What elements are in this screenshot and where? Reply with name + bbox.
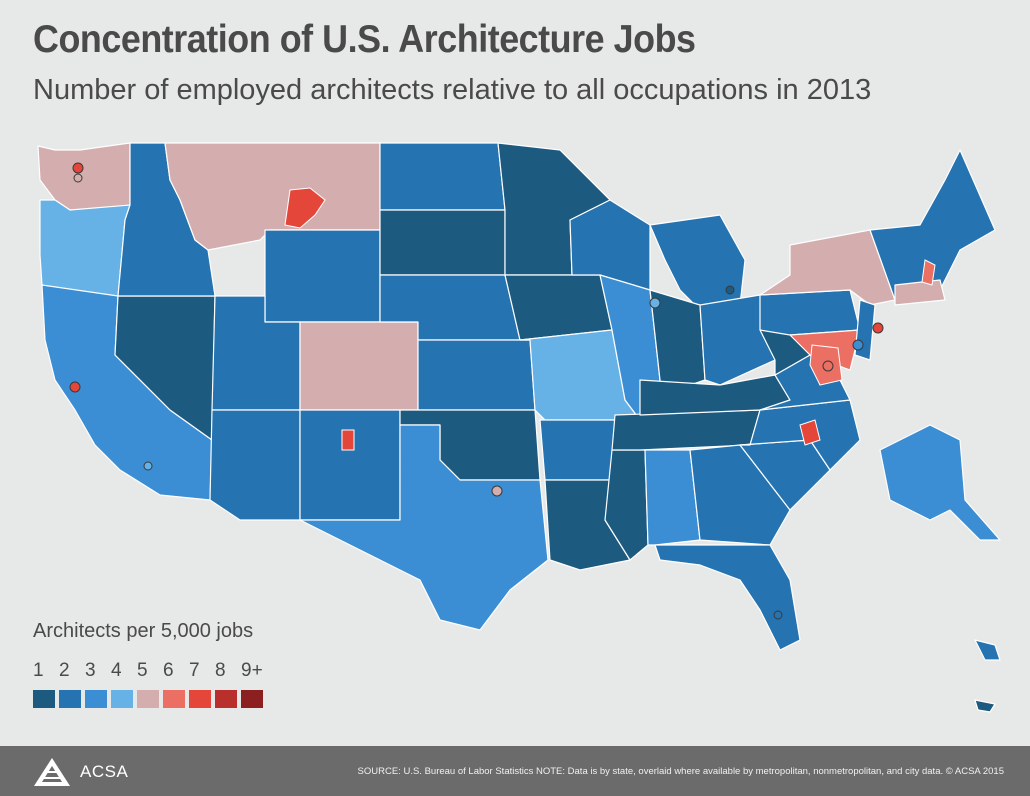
legend-label: 4 — [111, 660, 122, 681]
metro-santa-fe — [341, 429, 355, 451]
state-new-mexico — [299, 409, 401, 521]
legend-label: 9+ — [241, 660, 263, 681]
legend-label: 3 — [85, 660, 96, 681]
legend-swatch-5 — [137, 690, 159, 708]
state-colorado — [299, 321, 419, 411]
city-washington-dc — [822, 360, 834, 372]
page-subtitle: Number of employed architects relative t… — [33, 74, 872, 106]
legend-swatch-1 — [33, 690, 55, 708]
legend-swatch-8 — [215, 690, 237, 708]
state-alaska — [879, 424, 1001, 541]
city-tacoma — [73, 173, 83, 183]
legend-label: 2 — [59, 660, 70, 681]
footer: ACSA SOURCE: U.S. Bureau of Labor Statis… — [0, 746, 1030, 796]
state-pennsylvania — [759, 289, 861, 336]
state-south-dakota — [379, 209, 506, 276]
state-georgia — [689, 444, 791, 546]
state-hawaii — [974, 639, 1001, 661]
metro-raleigh — [799, 419, 821, 446]
legend-swatch-3 — [85, 690, 107, 708]
city-new-york — [872, 322, 884, 334]
state-oregon — [39, 199, 131, 297]
state-iowa — [504, 274, 613, 341]
state-massachusetts — [894, 279, 946, 306]
legend-label: 1 — [33, 660, 44, 681]
city-chicago — [649, 297, 661, 309]
state-hawaii-small — [974, 699, 996, 713]
city-los-angeles — [143, 461, 153, 471]
state-new-jersey — [854, 299, 876, 361]
city-detroit — [725, 285, 735, 295]
page-title: Concentration of U.S. Architecture Jobs — [33, 18, 696, 61]
legend-label: 8 — [215, 660, 226, 681]
legend-swatch-2 — [59, 690, 81, 708]
state-kansas — [417, 339, 536, 411]
legend-swatch-4 — [111, 690, 133, 708]
state-north-dakota — [379, 142, 506, 211]
city-seattle — [72, 162, 84, 174]
state-ohio — [699, 294, 776, 386]
city-san-francisco — [69, 381, 81, 393]
city-philadelphia — [852, 339, 864, 351]
state-alabama — [644, 449, 701, 546]
city-dallas — [491, 485, 503, 497]
brand-name: ACSA — [80, 762, 129, 781]
state-wyoming — [264, 229, 381, 323]
metro-boston — [921, 259, 936, 286]
legend-label: 6 — [163, 660, 174, 681]
state-tennessee — [611, 409, 761, 451]
legend-swatch-7 — [189, 690, 211, 708]
legend-label: 7 — [189, 660, 200, 681]
city-miami — [773, 610, 783, 620]
state-north-carolina — [739, 399, 861, 471]
state-texas — [299, 424, 549, 631]
state-arizona — [209, 409, 301, 521]
legend-title: Architects per 5,000 jobs — [33, 620, 254, 642]
acsa-logo-icon — [34, 758, 70, 786]
legend-swatch-9 — [241, 690, 263, 708]
state-florida — [654, 544, 801, 651]
source-note: SOURCE: U.S. Bureau of Labor Statistics … — [357, 766, 1004, 777]
metro-bozeman — [284, 187, 326, 229]
us-choropleth-map — [37, 142, 1001, 713]
legend-label: 5 — [137, 660, 148, 681]
legend-swatches — [33, 690, 267, 708]
state-arkansas — [539, 419, 616, 481]
legend-swatch-6 — [163, 690, 185, 708]
legend-labels: 1 2 3 4 5 6 7 8 9+ — [33, 660, 267, 682]
